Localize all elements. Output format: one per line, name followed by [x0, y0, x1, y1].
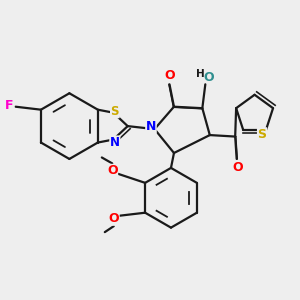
Text: O: O: [107, 164, 118, 177]
Text: F: F: [5, 99, 14, 112]
Text: N: N: [110, 136, 120, 149]
Text: S: S: [111, 105, 119, 118]
Text: S: S: [258, 128, 267, 141]
Text: O: O: [109, 212, 119, 225]
Text: O: O: [203, 71, 214, 84]
Text: O: O: [232, 161, 243, 174]
Text: N: N: [146, 120, 156, 133]
Text: O: O: [164, 69, 175, 82]
Text: H: H: [196, 69, 205, 79]
